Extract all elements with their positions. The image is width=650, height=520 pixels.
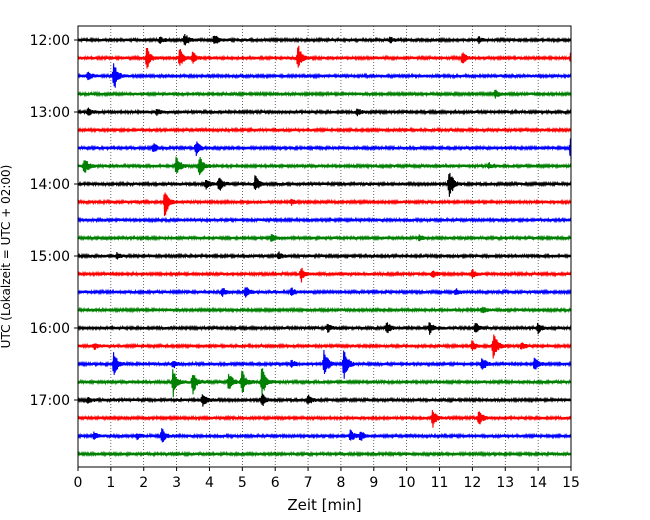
trace-1700 [77, 393, 572, 407]
trace-1300 [77, 107, 572, 117]
x-tick-label: 1 [106, 475, 115, 491]
x-tick-label: 9 [369, 475, 378, 491]
trace-1645 [77, 368, 572, 397]
plot-frame [77, 25, 572, 468]
trace-1500 [77, 251, 572, 260]
x-axis: 0 1 2 3 4 5 6 7 8 9 10 11 12 13 14 15 [74, 467, 580, 491]
trace-group [77, 33, 572, 458]
x-tick-label: 5 [238, 475, 247, 491]
x-tick-label: 7 [304, 475, 313, 491]
trace-1415 [77, 192, 572, 217]
trace-1345 [77, 156, 572, 176]
x-tick-label: 4 [205, 475, 214, 491]
trace-1615 [77, 334, 572, 359]
x-tick-label: 13 [496, 475, 514, 491]
x-tick-label: 10 [398, 475, 416, 491]
trace-1200 [77, 33, 572, 46]
trace-1515 [77, 267, 572, 283]
trace-1230 [77, 63, 572, 88]
x-tick-label: 6 [271, 475, 280, 491]
x-tick-label: 11 [431, 475, 449, 491]
trace-1430 [77, 216, 572, 224]
trace-1545 [77, 306, 572, 314]
trace-1330 [77, 138, 572, 159]
trace-1630 [77, 349, 572, 379]
x-tick-label: 3 [172, 475, 181, 491]
y-axis-title: UTC (Lokalzeit = UTC + 02:00) [0, 165, 13, 349]
trace-1530 [77, 287, 572, 298]
y-tick-label: 15:00 [30, 249, 70, 265]
trace-1715 [77, 409, 572, 428]
trace-1745 [77, 450, 572, 458]
trace-1600 [77, 322, 572, 335]
x-tick-label: 2 [139, 475, 148, 491]
trace-1245 [77, 89, 572, 99]
y-tick-label: 14:00 [30, 177, 70, 193]
y-tick-label: 13:00 [30, 105, 70, 121]
trace-1215 [77, 45, 572, 69]
x-tick-label: 0 [74, 475, 83, 491]
y-axis: 12:00 13:00 14:00 15:00 16:00 17:00 [30, 33, 78, 409]
trace-1315 [77, 126, 572, 134]
trace-1445 [77, 234, 572, 242]
x-tick-label: 8 [336, 475, 345, 491]
x-axis-title: Zeit [min] [287, 496, 361, 514]
y-tick-label: 12:00 [30, 33, 70, 49]
trace-1730 [77, 428, 572, 443]
x-tick-label: 14 [529, 475, 547, 491]
y-tick-label: 16:00 [30, 321, 70, 337]
y-tick-label: 17:00 [30, 393, 70, 409]
x-tick-label: 12 [463, 475, 481, 491]
x-tick-label: 15 [562, 475, 580, 491]
trace-1400 [77, 172, 572, 197]
